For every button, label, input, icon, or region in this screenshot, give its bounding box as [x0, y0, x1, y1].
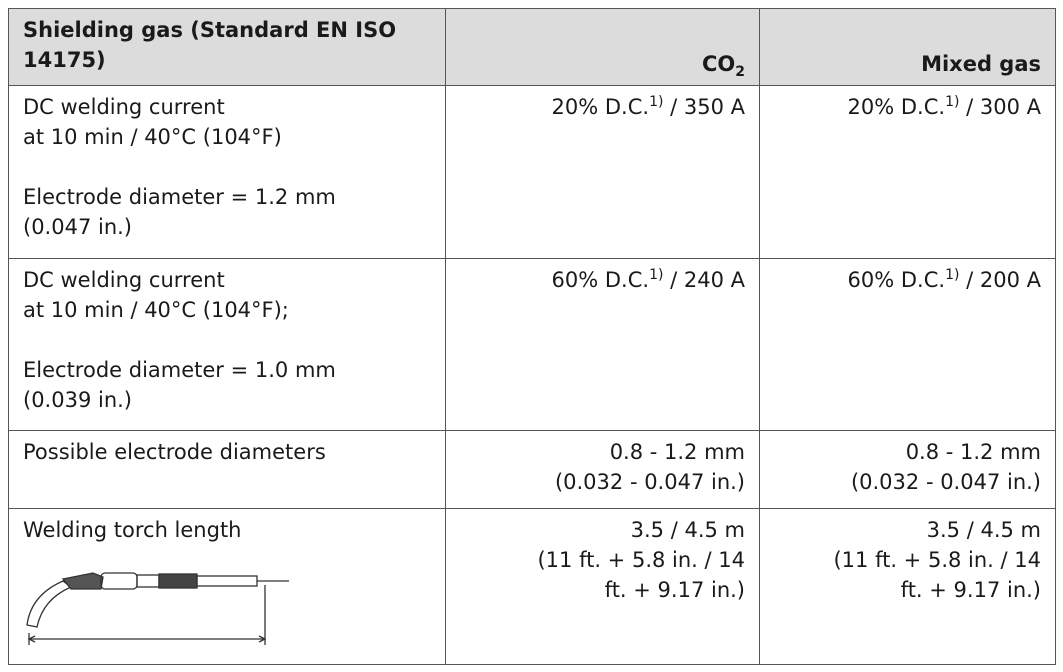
line: Electrode diameter = 1.2 mm: [23, 182, 431, 212]
line: 3.5 / 4.5 m: [460, 515, 745, 545]
line: (11 ft. + 5.8 in. / 14: [460, 545, 745, 575]
footnote: 1): [649, 94, 663, 110]
line: DC welding current: [23, 265, 431, 295]
value: / 200 A: [959, 268, 1041, 292]
row: Welding torch length 3.5 / 4.5 m(11 ft. …: [9, 509, 1056, 665]
line: (0.032 - 0.047 in.): [460, 467, 745, 497]
line: Welding torch length: [23, 515, 431, 545]
header-text: Shielding gas (Standard EN ISO 14175): [23, 18, 396, 72]
value-cell: 60% D.C.1) / 240 A: [446, 259, 760, 431]
value-cell: 60% D.C.1) / 200 A: [760, 259, 1056, 431]
row: Possible electrode diameters 0.8 - 1.2 m…: [9, 431, 1056, 509]
value: / 300 A: [959, 95, 1041, 119]
header-row: Shielding gas (Standard EN ISO 14175) CO…: [9, 9, 1056, 86]
value: 20% D.C.: [848, 95, 946, 119]
header-cell: Shielding gas (Standard EN ISO 14175): [9, 9, 446, 86]
footnote: 1): [649, 267, 663, 283]
line: 3.5 / 4.5 m: [774, 515, 1041, 545]
line: ft. + 9.17 in.): [460, 575, 745, 605]
footnote: 1): [945, 267, 959, 283]
torch-illustration: [23, 555, 293, 645]
value: / 240 A: [663, 268, 745, 292]
header-text: Mixed gas: [921, 52, 1041, 76]
paragraph: Electrode diameter = 1.0 mm(0.039 in.): [23, 355, 431, 415]
line: (11 ft. + 5.8 in. / 14: [774, 545, 1041, 575]
value: 60% D.C.: [552, 268, 650, 292]
subscript: 2: [735, 64, 745, 80]
value: 20% D.C.: [552, 95, 650, 119]
page: Shielding gas (Standard EN ISO 14175) CO…: [0, 0, 1063, 672]
line: 0.8 - 1.2 mm: [460, 437, 745, 467]
label-cell: Welding torch length: [9, 509, 446, 665]
line: 0.8 - 1.2 mm: [774, 437, 1041, 467]
value: 60% D.C.: [848, 268, 946, 292]
line: at 10 min / 40°C (104°F);: [23, 295, 431, 325]
header-text: CO: [702, 52, 735, 76]
spec-table: Shielding gas (Standard EN ISO 14175) CO…: [8, 8, 1056, 665]
line: ft. + 9.17 in.): [774, 575, 1041, 605]
line: at 10 min / 40°C (104°F): [23, 122, 431, 152]
header-cell: CO2: [446, 9, 760, 86]
value-cell: 0.8 - 1.2 mm(0.032 - 0.047 in.): [446, 431, 760, 509]
value-cell: 0.8 - 1.2 mm(0.032 - 0.047 in.): [760, 431, 1056, 509]
value: / 350 A: [663, 95, 745, 119]
line: (0.032 - 0.047 in.): [774, 467, 1041, 497]
value-cell: 20% D.C.1) / 300 A: [760, 86, 1056, 259]
header-cell: Mixed gas: [760, 9, 1056, 86]
line: (0.047 in.): [23, 212, 431, 242]
label-cell: Possible electrode diameters: [9, 431, 446, 509]
value-cell: 20% D.C.1) / 350 A: [446, 86, 760, 259]
line: (0.039 in.): [23, 385, 431, 415]
footnote: 1): [945, 94, 959, 110]
line: Electrode diameter = 1.0 mm: [23, 355, 431, 385]
line: DC welding current: [23, 92, 431, 122]
line: Possible electrode diameters: [23, 437, 431, 467]
paragraph: Electrode diameter = 1.2 mm(0.047 in.): [23, 182, 431, 242]
